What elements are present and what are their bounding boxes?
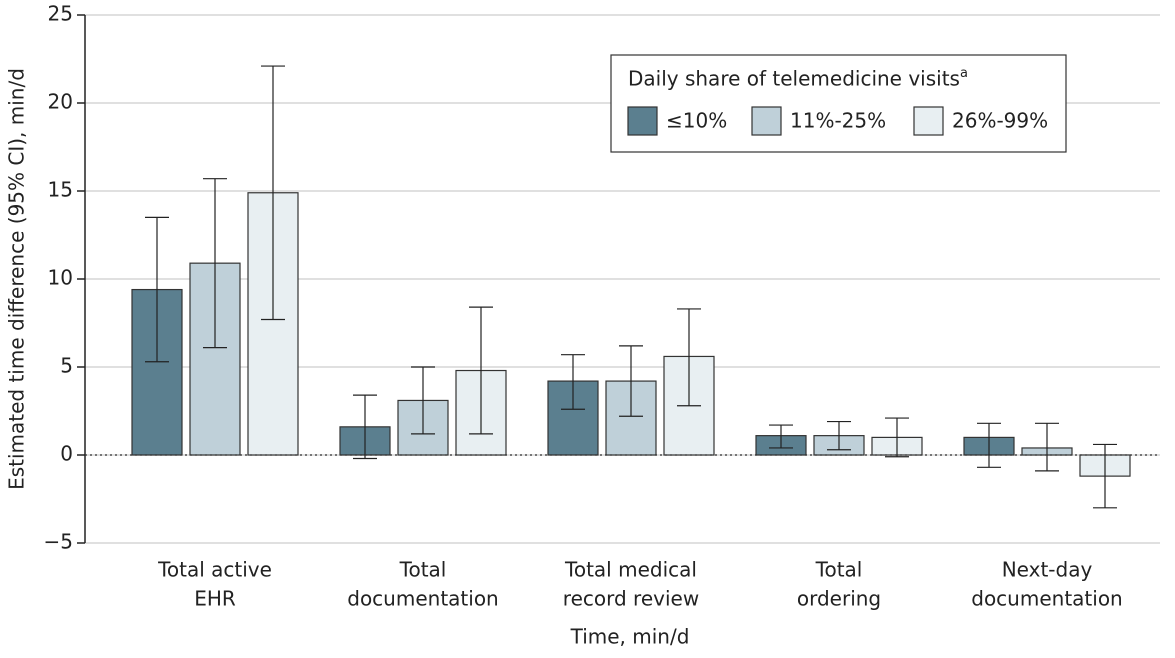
error-bar [977, 422, 1001, 468]
legend-title: Daily share of telemedicine visitsa [628, 66, 968, 91]
error-bar [561, 354, 585, 410]
error-bar [411, 366, 435, 435]
legend-swatch [913, 106, 944, 136]
legend-label: 11%-25% [790, 109, 886, 133]
error-bar [203, 178, 227, 349]
x-tick-label: Total [399, 558, 447, 582]
error-bar [145, 216, 169, 363]
x-tick-label: Total medical [564, 558, 697, 582]
y-tick-label: 10 [48, 266, 73, 290]
x-tick-label: ordering [797, 587, 881, 611]
legend-label: 26%-99% [952, 109, 1048, 133]
error-bar [619, 345, 643, 417]
legend-box [610, 54, 1067, 153]
y-axis-label: Estimated time difference (95% CI), min/… [5, 68, 29, 490]
x-tick-label: EHR [194, 587, 236, 611]
y-tick-label: 25 [48, 2, 73, 26]
error-bar [261, 65, 285, 321]
x-axis-label: Time, min/d [570, 625, 690, 649]
x-tick-label: documentation [347, 587, 498, 611]
legend-label: ≤10% [666, 109, 727, 133]
error-bar [677, 308, 701, 407]
error-bar [769, 424, 793, 449]
y-tick-label: 15 [48, 178, 73, 202]
error-bar [353, 394, 377, 460]
x-tick-label: documentation [971, 587, 1122, 611]
x-tick-label: Next-day [1002, 558, 1093, 582]
x-tick-label: record review [563, 587, 699, 611]
y-tick-label: −5 [44, 530, 73, 554]
legend-title-note: a [960, 66, 968, 81]
legend-swatch [751, 106, 782, 136]
error-bar [469, 306, 493, 435]
x-tick-label: Total active [157, 558, 272, 582]
legend-swatch [627, 106, 658, 136]
error-bar [1035, 422, 1059, 472]
y-tick-label: 20 [48, 90, 73, 114]
y-tick-label: 0 [60, 442, 73, 466]
error-bar [827, 420, 851, 451]
y-tick-label: 5 [60, 354, 73, 378]
error-bar [885, 417, 909, 458]
x-tick-label: Total [815, 558, 863, 582]
